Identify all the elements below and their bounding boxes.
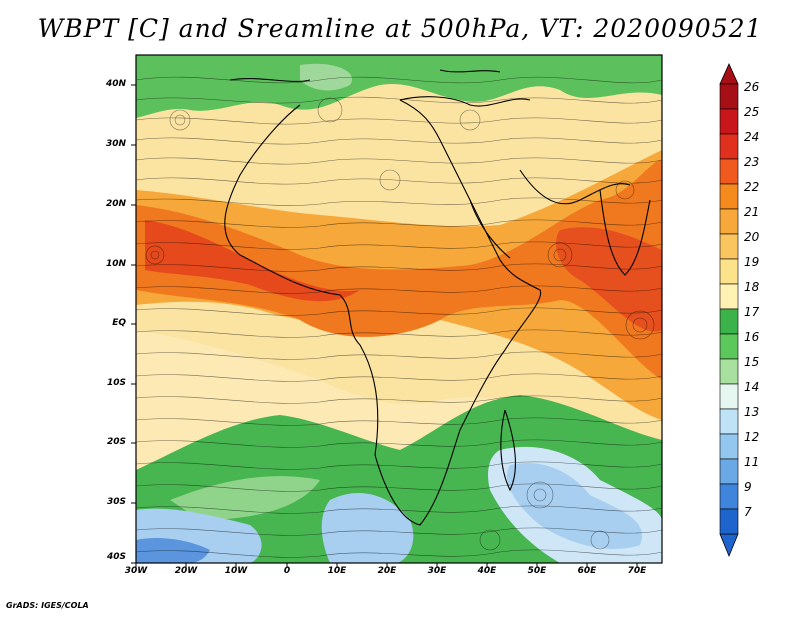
lon-label: 10W	[224, 566, 248, 576]
colorbar-segment	[719, 358, 739, 385]
colorbar-segment	[719, 158, 739, 185]
lat-label: 30S	[106, 497, 126, 507]
colorbar-segment	[719, 208, 739, 235]
wbpt-field-23	[145, 220, 360, 302]
wbpt-field-16-south	[170, 476, 320, 520]
colorbar-segment	[719, 258, 739, 285]
lon-label: 30E	[427, 566, 447, 576]
colorbar-label: 16	[744, 330, 760, 344]
lat-label: 40S	[106, 552, 126, 562]
colorbar-label: 18	[744, 280, 760, 294]
wbpt-field-13-cape	[321, 492, 414, 563]
colorbar-segment	[719, 508, 739, 535]
colorbar-label: 26	[744, 80, 760, 94]
colorbar-segment	[719, 383, 739, 410]
lon-label: 40E	[477, 566, 497, 576]
colorbar	[719, 63, 739, 558]
wbpt-field-22	[136, 160, 662, 380]
colorbar-label: 17	[744, 305, 760, 319]
colorbar-segment	[719, 233, 739, 260]
colorbar-label: 12	[744, 430, 760, 444]
wbpt-field-23-east	[556, 227, 662, 332]
colorbar-label: 13	[744, 405, 760, 419]
lon-label: 20E	[377, 566, 397, 576]
map-frame	[135, 54, 663, 564]
colorbar-label: 20	[744, 230, 760, 244]
colorbar-label: 25	[744, 105, 760, 119]
lat-label: EQ	[112, 318, 126, 328]
colorbar-label: 19	[744, 255, 760, 269]
colorbar-segment	[719, 458, 739, 485]
lon-label: 50E	[527, 566, 547, 576]
wbpt-field-13-indian	[506, 463, 642, 549]
colorbar-segment	[719, 483, 739, 510]
colorbar-label: 7	[744, 505, 752, 519]
colorbar-label: 24	[744, 130, 760, 144]
map-area	[136, 55, 662, 563]
lat-label: 10S	[106, 378, 126, 388]
colorbar-segment	[719, 183, 739, 210]
colorbar-label: 14	[744, 380, 760, 394]
colorbar-segment	[719, 133, 739, 160]
colorbar-segment	[719, 108, 739, 135]
wbpt-field-16-north	[300, 63, 352, 91]
colorbar-bottom-triangle	[719, 533, 739, 558]
colorbar-segment	[719, 433, 739, 460]
colorbar-label: 23	[744, 155, 760, 169]
coastlines	[224, 69, 651, 526]
colorbar-top-triangle	[719, 63, 739, 85]
colorbar-segment	[719, 83, 739, 110]
lat-label: 20S	[106, 437, 126, 447]
wbpt-field-17-north	[136, 55, 662, 118]
credit-text: GrADS: IGES/COLA	[6, 601, 89, 610]
colorbar-segment	[719, 308, 739, 335]
colorbar-segment	[719, 408, 739, 435]
lon-label: 30W	[124, 566, 148, 576]
colorbar-label: 15	[744, 355, 760, 369]
lon-label: 20W	[174, 566, 198, 576]
lat-label: 10N	[105, 259, 126, 269]
colorbar-label: 21	[744, 205, 760, 219]
lon-label: 60E	[577, 566, 597, 576]
colorbar-label: 22	[744, 180, 760, 194]
colorbar-segment	[719, 283, 739, 310]
colorbar-label: 11	[744, 455, 760, 469]
lon-label: 10E	[327, 566, 347, 576]
lat-label: 30N	[105, 139, 126, 149]
chart-title: WBPT [C] and Sreamline at 500hPa, VT: 20…	[37, 14, 763, 43]
colorbar-segment	[719, 333, 739, 360]
colorbar-label: 9	[744, 480, 752, 494]
lon-label: 0	[283, 566, 291, 576]
lat-label: 20N	[105, 199, 126, 209]
lat-label: 40N	[105, 79, 126, 89]
lon-label: 70E	[627, 566, 647, 576]
